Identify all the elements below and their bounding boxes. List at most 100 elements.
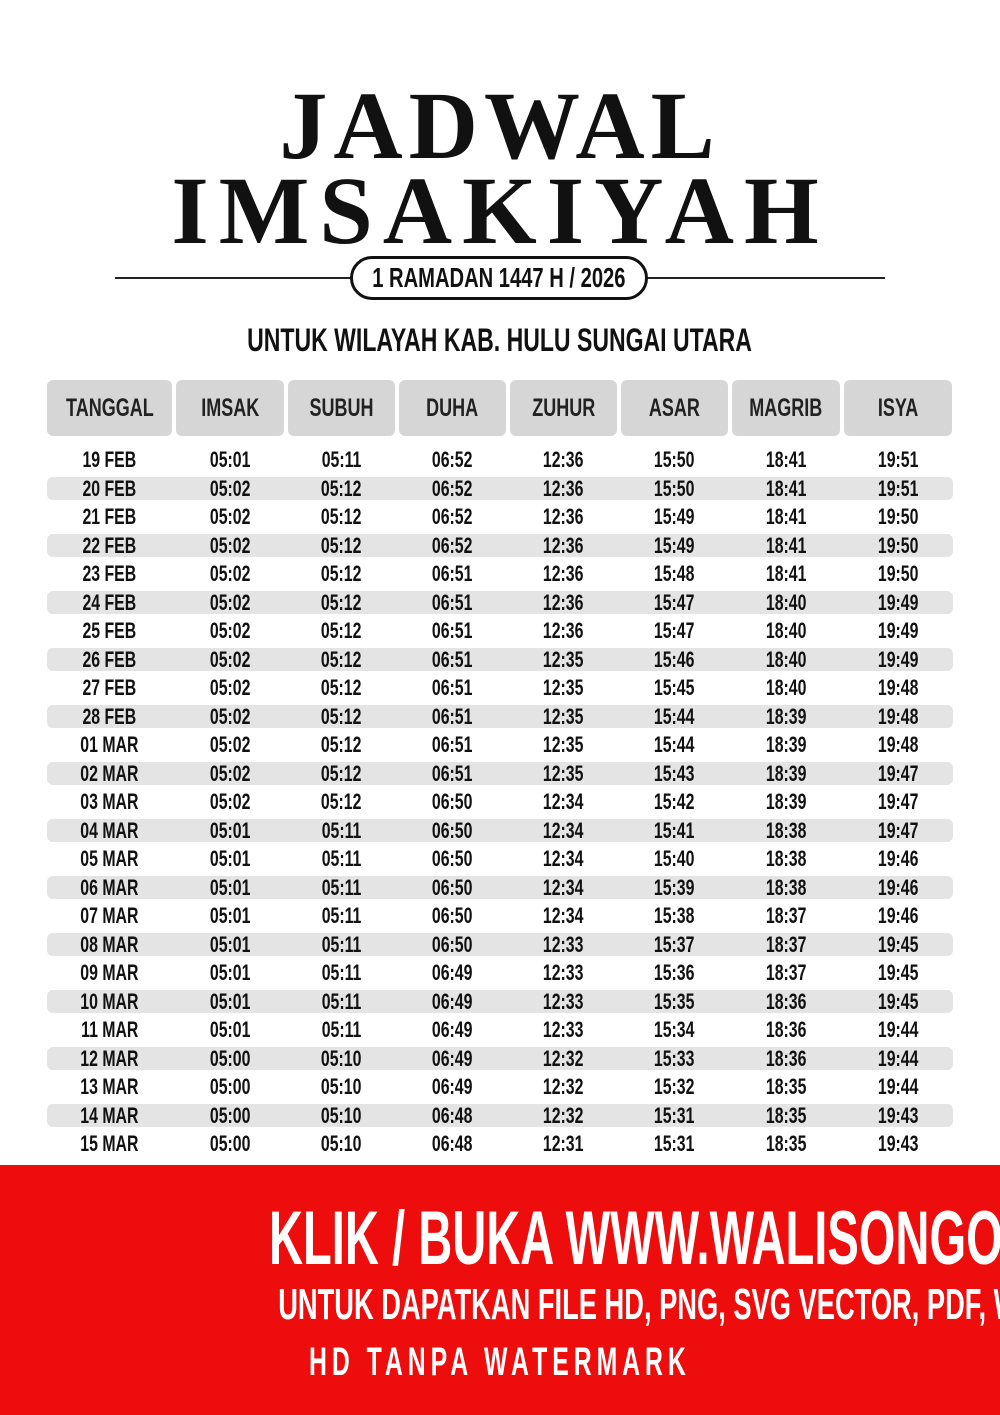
cell-text: 05:02 bbox=[209, 504, 251, 529]
cell: 19:50 bbox=[844, 532, 952, 560]
column-header: TANGGAL bbox=[65, 393, 154, 422]
cell-text: 15:47 bbox=[654, 618, 695, 643]
cell-text: 12:33 bbox=[543, 988, 584, 1014]
cell: 05:02 bbox=[176, 475, 284, 503]
cell: 05:12 bbox=[288, 760, 395, 788]
header-cell: MAGRIB bbox=[732, 380, 840, 436]
cell: 19:44 bbox=[844, 1016, 952, 1044]
cell-text: 05:11 bbox=[321, 846, 362, 871]
cell-text: 06:51 bbox=[432, 589, 473, 615]
cell-text: 15:40 bbox=[654, 846, 695, 871]
cell-text: 12:34 bbox=[543, 789, 584, 814]
cell: 15:50 bbox=[621, 475, 728, 503]
cell-text: 12:36 bbox=[543, 589, 584, 615]
cell: 19:43 bbox=[844, 1102, 952, 1130]
cell-text: 18:35 bbox=[765, 1074, 807, 1099]
cell: 06:51 bbox=[399, 560, 506, 588]
cell: 05:02 bbox=[176, 646, 284, 674]
cell: 05:10 bbox=[288, 1130, 395, 1158]
cell: 06:52 bbox=[399, 446, 506, 474]
banner: KLIK / BUKA WWW.WALISONGO.CO.ID UNTUK DA… bbox=[0, 1165, 1000, 1415]
cell: 19:46 bbox=[844, 845, 952, 873]
cell: 15:31 bbox=[621, 1130, 728, 1158]
cell: 15:41 bbox=[621, 817, 728, 845]
cell: 05:01 bbox=[176, 988, 284, 1016]
header-cell: DUHA bbox=[399, 380, 506, 436]
cell-text: 18:37 bbox=[765, 903, 807, 928]
cell-text: 05:01 bbox=[209, 846, 251, 871]
cell: 05:02 bbox=[176, 674, 284, 702]
cell: 18:37 bbox=[732, 902, 840, 930]
cell-text: 05:11 bbox=[321, 903, 362, 928]
cell: 06:51 bbox=[399, 589, 506, 617]
cell-text: 05:11 bbox=[321, 1017, 362, 1042]
cell: 19:46 bbox=[844, 874, 952, 902]
cell-text: 06:50 bbox=[432, 903, 473, 928]
cell: 23 FEB bbox=[47, 560, 172, 588]
cell-text: 05:11 bbox=[321, 447, 362, 472]
title-line-1: JADWAL bbox=[279, 72, 721, 179]
cell-text: 05:00 bbox=[209, 1045, 251, 1071]
cell: 12:32 bbox=[510, 1073, 617, 1101]
cell-text: 19:50 bbox=[877, 532, 919, 558]
cell: 24 FEB bbox=[47, 589, 172, 617]
row-band bbox=[47, 762, 953, 785]
cell: 06:50 bbox=[399, 817, 506, 845]
cell: 15:36 bbox=[621, 959, 728, 987]
cell: 05:11 bbox=[288, 959, 395, 987]
period: 1 RAMADAN 1447 H / 2026 bbox=[372, 262, 626, 293]
cell-text: 05:10 bbox=[321, 1102, 362, 1128]
cell: 05:01 bbox=[176, 1016, 284, 1044]
cell: 12:33 bbox=[510, 959, 617, 987]
cell: 15:46 bbox=[621, 646, 728, 674]
cell: 19:50 bbox=[844, 560, 952, 588]
cell-text: 05:02 bbox=[209, 675, 251, 700]
cell: 06:51 bbox=[399, 646, 506, 674]
cell: 06:49 bbox=[399, 1016, 506, 1044]
cell-text: 19:47 bbox=[877, 817, 919, 843]
cell: 18:40 bbox=[732, 646, 840, 674]
cell-text: 04 MAR bbox=[80, 817, 139, 843]
cell-text: 06:48 bbox=[432, 1102, 473, 1128]
cell: 12:34 bbox=[510, 788, 617, 816]
cell: 15:44 bbox=[621, 731, 728, 759]
cell-text: 05:12 bbox=[321, 532, 362, 558]
cell: 14 MAR bbox=[47, 1102, 172, 1130]
cell-text: 05:12 bbox=[321, 618, 362, 643]
column-header: ISYA bbox=[877, 393, 919, 422]
cell: 05:00 bbox=[176, 1073, 284, 1101]
row-band bbox=[47, 648, 953, 671]
cell-text: 19:45 bbox=[877, 931, 919, 957]
cell-text: 05:12 bbox=[321, 675, 362, 700]
cell-text: 12:34 bbox=[543, 903, 584, 928]
column-header: SUBUH bbox=[309, 393, 374, 422]
cell-text: 19:45 bbox=[877, 988, 919, 1014]
cell-text: 02 MAR bbox=[80, 760, 139, 786]
cell: 05:01 bbox=[176, 446, 284, 474]
cell-text: 05:10 bbox=[321, 1045, 362, 1071]
cell: 19:43 bbox=[844, 1130, 952, 1158]
cell-text: 05:02 bbox=[209, 532, 251, 558]
cell-text: 05:02 bbox=[209, 618, 251, 643]
cell-text: 12:36 bbox=[543, 561, 584, 586]
cell-text: 12:35 bbox=[543, 760, 584, 786]
cell-text: 12:35 bbox=[543, 703, 584, 729]
cell-text: 05:11 bbox=[321, 988, 362, 1014]
cell: 06:51 bbox=[399, 731, 506, 759]
row-band bbox=[47, 819, 953, 842]
banner-line-2: UNTUK DAPATKAN FILE HD, PNG, SVG VECTOR,… bbox=[278, 1280, 1000, 1329]
cell: 19:49 bbox=[844, 617, 952, 645]
cell-text: 19:47 bbox=[877, 760, 919, 786]
column-header: ASAR bbox=[648, 393, 701, 422]
cell-text: 06:51 bbox=[432, 646, 473, 672]
cell: 01 MAR bbox=[47, 731, 172, 759]
cell-text: 19:46 bbox=[877, 874, 919, 900]
cell: 19:51 bbox=[844, 446, 952, 474]
cell-text: 19:49 bbox=[877, 589, 919, 615]
cell-text: 05:01 bbox=[209, 931, 251, 957]
cell-text: 24 FEB bbox=[82, 589, 137, 615]
cell: 18:40 bbox=[732, 589, 840, 617]
cell: 05:12 bbox=[288, 703, 395, 731]
cell: 15:33 bbox=[621, 1045, 728, 1073]
title-line-2: IMSAKIYAH bbox=[171, 157, 829, 264]
